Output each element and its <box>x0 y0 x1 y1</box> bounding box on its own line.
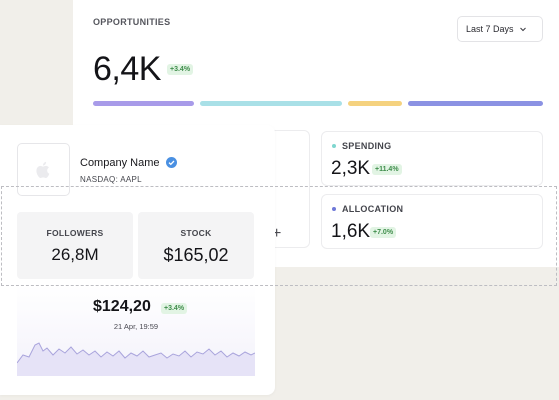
segment-bar <box>93 101 194 106</box>
period-dropdown[interactable]: Last 7 Days <box>457 16 543 42</box>
price-timestamp: 21 Apr, 19:59 <box>113 322 159 331</box>
followers-value: 26,8M <box>51 245 99 264</box>
chevron-down-icon <box>519 27 526 32</box>
spending-card: SPENDING 2,3K +11.4% <box>321 131 543 186</box>
segment-bar <box>408 101 543 106</box>
status-dot <box>332 144 336 148</box>
allocation-card: ALLOCATION 1,6K +7.0% <box>321 194 543 249</box>
stock-label: STOCK <box>180 228 212 238</box>
change-badge: +3.4% <box>161 303 188 314</box>
apple-icon <box>35 161 49 178</box>
plus-icon[interactable]: + <box>272 225 282 242</box>
price-chart: $124,20 +3.4% 21 Apr, 19:59 <box>17 285 255 376</box>
spending-label: SPENDING <box>342 141 392 151</box>
company-name: Company Name <box>80 157 160 169</box>
segment-bar <box>200 101 342 106</box>
opportunities-title: OPPORTUNITIES <box>93 17 171 27</box>
followers-label: FOLLOWERS <box>46 228 104 238</box>
verified-badge-icon <box>166 157 177 168</box>
stock-value: $165,02 <box>163 245 229 265</box>
change-badge: +11.4% <box>372 164 402 175</box>
opportunities-value: 6,4K <box>93 50 161 88</box>
change-badge: +7.0% <box>370 227 397 238</box>
change-badge: +3.4% <box>167 64 194 75</box>
opportunities-card: OPPORTUNITIES Last 7 Days 6,4K +3.4% <box>73 0 559 130</box>
page-background <box>0 0 73 125</box>
allocation-label: ALLOCATION <box>342 204 404 214</box>
allocation-value: 1,6K <box>331 221 371 242</box>
price-value: $124,20 <box>93 298 151 315</box>
spending-value: 2,3K <box>331 158 371 179</box>
followers-stat: FOLLOWERS 26,8M <box>17 212 133 279</box>
company-card: Company Name NASDAQ: AAPL FOLLOWERS 26,8… <box>0 125 275 395</box>
status-dot <box>332 207 336 211</box>
company-logo <box>17 143 70 196</box>
stock-stat: STOCK $165,02 <box>138 212 254 279</box>
price-sparkline <box>17 342 255 376</box>
period-dropdown-value: Last 7 Days <box>466 24 514 34</box>
company-ticker: NASDAQ: AAPL <box>80 175 142 184</box>
segment-bar <box>348 101 402 106</box>
